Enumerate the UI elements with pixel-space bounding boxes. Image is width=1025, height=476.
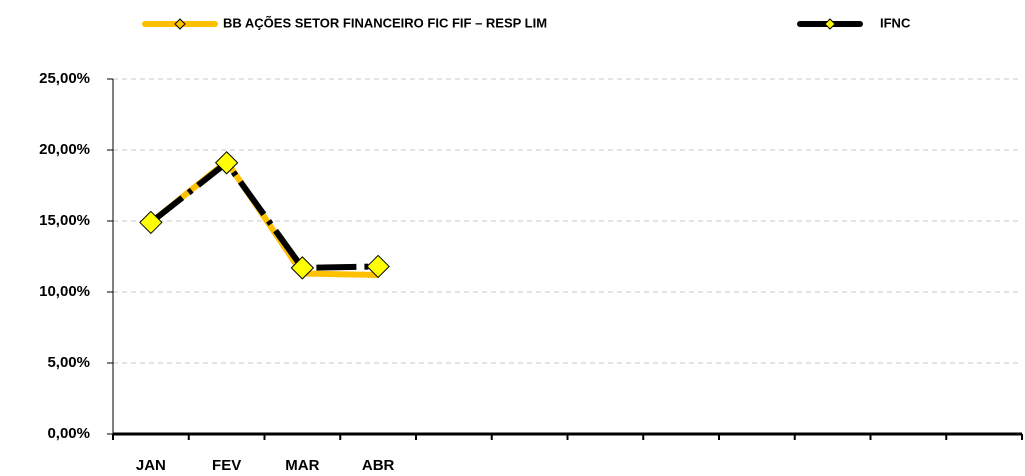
y-tick-label: 25,00% — [39, 70, 90, 87]
legend-label: IFNC — [880, 15, 911, 30]
y-tick-label: 15,00% — [39, 212, 90, 229]
x-tick-label: MAR — [285, 457, 319, 474]
x-tick-label: ABR — [362, 457, 395, 474]
legend-label: BB AÇÕES SETOR FINANCEIRO FIC FIF – RESP… — [223, 15, 547, 30]
y-tick-label: 10,00% — [39, 283, 90, 300]
x-tick-label: FEV — [212, 457, 241, 474]
legend-marker — [174, 18, 186, 30]
marker — [139, 210, 163, 235]
y-tick-label: 0,00% — [47, 425, 90, 442]
legend-marker — [824, 18, 836, 30]
series-line — [148, 158, 379, 278]
marker — [214, 151, 239, 175]
y-tick-label: 20,00% — [39, 141, 90, 158]
y-tick-label: 5,00% — [47, 354, 90, 371]
marker — [290, 256, 315, 280]
x-tick-label: JAN — [136, 457, 166, 474]
marker — [366, 254, 390, 279]
series-line — [149, 159, 379, 271]
